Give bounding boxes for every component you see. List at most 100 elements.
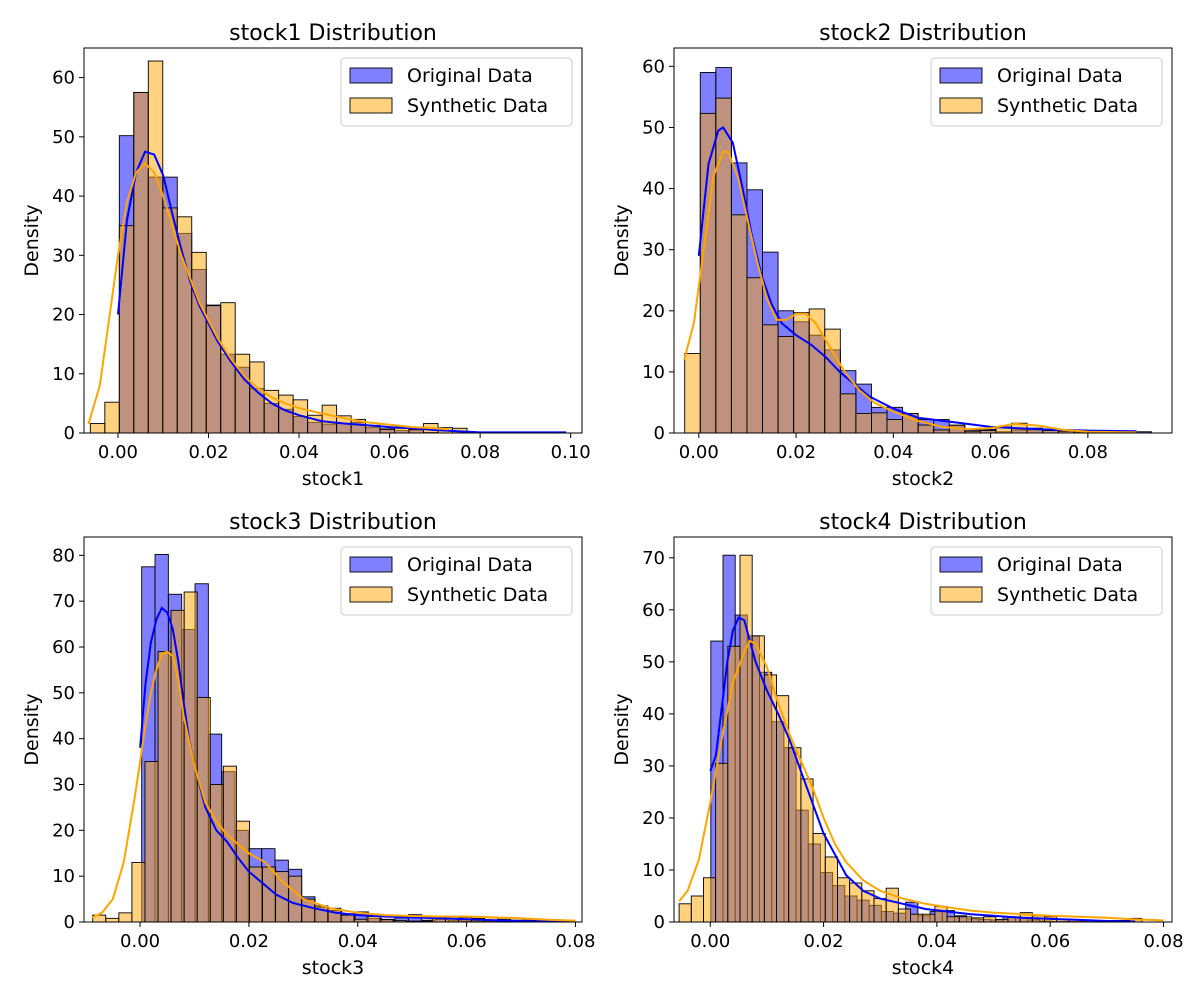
histogram-bar — [897, 908, 911, 922]
x-tick-label: 0.06 — [370, 442, 410, 463]
y-tick-label: 40 — [642, 704, 665, 725]
y-tick-label: 20 — [642, 808, 665, 829]
plot-area — [87, 60, 567, 433]
histogram-bar — [746, 277, 763, 433]
legend-swatch — [939, 97, 983, 114]
histogram-bar — [209, 784, 224, 922]
x-tick-label: 0.06 — [971, 442, 1011, 463]
axes-frame — [673, 47, 1173, 434]
histogram-bar — [262, 866, 277, 922]
legend-box — [340, 546, 573, 616]
histogram-bar — [699, 112, 717, 433]
histogram-bar — [321, 404, 338, 433]
histogram-bar — [703, 877, 717, 922]
chart-panel-2: 0.00 0.02 0.04 0.06 0.08 0 10 20 30 40 50 60 stock2 … — [611, 21, 1173, 490]
histogram-bar — [958, 916, 972, 922]
histogram-bar — [793, 312, 810, 433]
histogram-bar — [89, 423, 106, 433]
legend-label: Original Data — [407, 554, 533, 576]
y-tick-label: 80 — [52, 545, 75, 566]
x-tick-label: 0.00 — [690, 931, 730, 952]
legend-label: Original Data — [997, 65, 1123, 87]
histogram-bar — [970, 917, 985, 922]
histogram-bar — [917, 424, 935, 433]
y-tick-label: 70 — [642, 548, 665, 569]
y-tick-label: 0 — [64, 423, 75, 444]
legend-swatch — [939, 67, 983, 84]
histogram-bar — [249, 361, 265, 433]
histogram-bar — [762, 324, 779, 433]
legend-box — [340, 57, 573, 127]
synthetic-kde-line — [683, 150, 1137, 433]
axes-frame — [673, 536, 1173, 923]
histogram-bar — [837, 877, 851, 922]
plot-area — [683, 67, 1153, 433]
series-synthetic-bars — [92, 591, 551, 922]
y-tick-label: 0 — [654, 912, 665, 933]
legend-label: Synthetic Data — [407, 95, 548, 117]
y-tick-label: 30 — [52, 245, 75, 266]
histogram-bar — [715, 762, 729, 922]
legend: Original Data Synthetic Data — [930, 57, 1163, 127]
histogram-bar — [118, 225, 135, 433]
histogram-bar — [946, 916, 960, 922]
histogram-bar — [739, 554, 753, 922]
histogram-bar — [340, 914, 355, 922]
histogram-bar — [690, 895, 704, 922]
synthetic-kde-line — [87, 162, 449, 431]
legend: Original Data Synthetic Data — [340, 57, 573, 127]
y-tick-label: 30 — [642, 756, 665, 777]
histogram-bar — [808, 308, 826, 433]
y-tick-label: 60 — [52, 637, 75, 658]
legend: Original Data Synthetic Data — [340, 546, 573, 616]
y-axis-label: Density — [21, 204, 43, 276]
y-axis-label: Density — [21, 693, 43, 765]
x-axis-label: stock4 — [892, 957, 955, 979]
histogram-bar — [983, 916, 997, 922]
x-tick-label: 0.08 — [460, 442, 500, 463]
chart-panel-1: 0.00 0.02 0.04 0.06 0.08 0.10 0 10 20 30 40 50 60 sto… — [21, 21, 591, 490]
y-tick-label: 50 — [642, 652, 665, 673]
histogram-bar — [157, 651, 172, 922]
histogram-bar — [366, 916, 381, 922]
histogram-bar — [235, 820, 250, 922]
histogram-bar — [873, 898, 887, 922]
y-tick-label: 20 — [642, 301, 665, 322]
x-tick-label: 0.06 — [447, 931, 487, 952]
y-tick-label: 40 — [52, 729, 75, 750]
histogram-bar — [715, 97, 732, 433]
x-tick-label: 0.04 — [873, 442, 913, 463]
histogram-bar — [131, 861, 146, 922]
y-tick-label: 60 — [642, 56, 665, 77]
histogram-bar — [839, 393, 857, 433]
histogram-bar — [902, 412, 919, 433]
chart-panel-3: 0.00 0.02 0.04 0.06 0.08 0 10 20 30 40 50 60 70 80 sto… — [21, 510, 596, 979]
y-tick-label: 60 — [52, 68, 75, 89]
histogram-bar — [678, 903, 692, 922]
histogram-bar — [910, 913, 924, 922]
chart-panel-4: 0.00 0.02 0.04 0.06 0.08 0 10 20 30 40 50 60 70 stock… — [611, 510, 1184, 979]
histogram-bar — [147, 60, 164, 433]
x-tick-label: 0.06 — [1030, 931, 1070, 952]
x-tick-label: 0.04 — [338, 931, 378, 952]
synthetic-kde-line — [678, 639, 1164, 922]
original-kde-line — [117, 150, 567, 433]
axes-frame — [83, 536, 583, 923]
legend-swatch — [939, 556, 983, 573]
y-tick-label: 30 — [52, 775, 75, 796]
x-tick-label: 0.04 — [279, 442, 319, 463]
y-tick-label: 20 — [52, 305, 75, 326]
y-tick-label: 10 — [642, 362, 665, 383]
series-synthetic-bars — [678, 554, 1143, 922]
original-kde-line — [709, 616, 1136, 922]
legend-swatch — [349, 586, 393, 603]
histogram-bar — [886, 419, 904, 433]
histogram-bar — [191, 251, 207, 433]
x-tick-label: 0.02 — [804, 931, 844, 952]
y-tick-label: 0 — [64, 912, 75, 933]
histogram-bar — [788, 747, 802, 922]
histogram-bar — [133, 91, 149, 433]
y-tick-label: 10 — [642, 860, 665, 881]
histogram-bar — [763, 674, 777, 922]
